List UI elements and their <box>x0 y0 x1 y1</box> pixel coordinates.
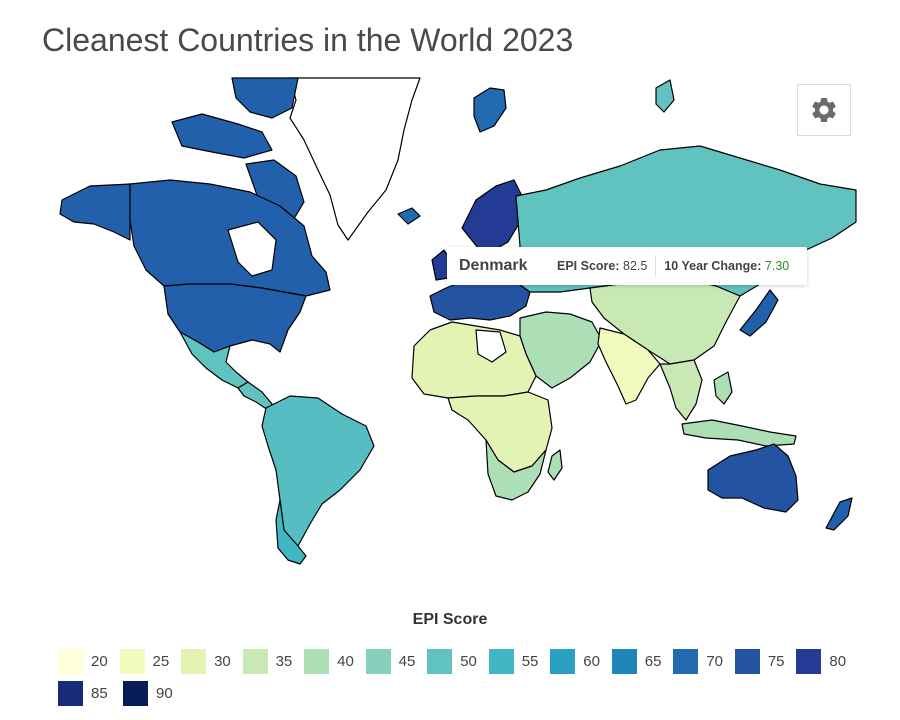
legend-item[interactable]: 65 <box>611 648 674 674</box>
country-canada-arctic[interactable] <box>231 77 299 119</box>
world-map <box>0 70 900 590</box>
legend-swatch <box>304 648 330 674</box>
country-scandinavia[interactable] <box>461 179 523 251</box>
tooltip-epi-score: EPI Score: 82.5 <box>557 259 647 273</box>
legend-label: 30 <box>214 652 231 670</box>
legend-label: 55 <box>521 652 539 670</box>
settings-button[interactable] <box>797 84 851 136</box>
country-mexico[interactable] <box>179 331 249 389</box>
tooltip-epi-label: EPI Score: <box>557 259 620 273</box>
country-japan[interactable] <box>739 289 779 337</box>
page-title: Cleanest Countries in the World 2023 <box>42 22 574 58</box>
legend-item[interactable]: 40 <box>304 648 366 674</box>
tooltip-change-label: 10 Year Change: <box>664 259 762 273</box>
tooltip-change-value: 7.30 <box>764 259 790 273</box>
legend-item[interactable]: 20 <box>58 648 120 674</box>
legend-label: 35 <box>275 652 293 670</box>
country-chile-argentina[interactable] <box>275 499 307 565</box>
legend-swatch <box>58 680 83 706</box>
tooltip-country-name: Denmark <box>459 257 528 274</box>
legend-label: 80 <box>829 652 847 670</box>
legend-label: 50 <box>460 652 477 670</box>
legend-title: EPI Score <box>412 611 488 628</box>
legend-swatch <box>611 648 637 674</box>
legend-swatch <box>796 648 822 674</box>
legend: 20 25 30 35 40 45 50 55 60 65 70 75 80 85 90 <box>58 648 858 712</box>
legend-item[interactable]: 45 <box>365 648 428 674</box>
country-southern-africa[interactable] <box>485 439 547 501</box>
legend-item[interactable]: 55 <box>488 648 551 674</box>
country-philippines[interactable] <box>713 371 733 405</box>
legend-item[interactable]: 60 <box>550 648 612 674</box>
tooltip-change: 10 Year Change: 7.30 <box>664 259 789 273</box>
country-iceland[interactable] <box>397 207 421 225</box>
country-india[interactable] <box>597 327 661 405</box>
legend-item[interactable]: 80 <box>796 648 858 674</box>
legend-swatch <box>58 648 83 674</box>
legend-label: 40 <box>337 652 354 670</box>
legend-swatch <box>488 648 514 674</box>
legend-item[interactable]: 90 <box>123 680 188 706</box>
country-australia[interactable] <box>707 443 799 513</box>
country-svalbard[interactable] <box>473 87 507 133</box>
legend-swatch <box>119 648 145 674</box>
legend-label: 60 <box>583 652 600 670</box>
legend-swatch <box>242 648 268 674</box>
country-libya[interactable] <box>475 329 507 363</box>
legend-swatch <box>365 648 391 674</box>
legend-item[interactable]: 25 <box>119 648 182 674</box>
legend-label: 65 <box>644 652 662 670</box>
country-canada-arctic[interactable] <box>171 113 273 159</box>
country-madagascar[interactable] <box>547 449 563 481</box>
country-north-africa[interactable] <box>411 321 537 399</box>
gear-icon <box>812 98 836 122</box>
country-central-america[interactable] <box>237 381 273 411</box>
country-greenland[interactable] <box>289 77 421 241</box>
legend-row: 20 25 30 35 40 45 50 55 60 65 70 75 80 <box>58 648 858 674</box>
tooltip-divider <box>655 255 657 277</box>
country-tooltip: Denmark EPI Score: 82.5 10 Year Change: … <box>447 247 807 285</box>
country-new-zealand[interactable] <box>825 497 853 531</box>
legend-swatch <box>550 648 576 674</box>
country-south-america[interactable] <box>261 395 375 553</box>
legend-item[interactable]: 75 <box>734 648 797 674</box>
legend-swatch <box>734 648 760 674</box>
legend-label: 45 <box>398 652 416 670</box>
legend-label: 85 <box>91 684 108 702</box>
legend-swatch <box>673 648 699 674</box>
legend-item[interactable]: 50 <box>427 648 489 674</box>
legend-item[interactable]: 70 <box>673 648 735 674</box>
legend-swatch <box>427 648 453 674</box>
legend-label: 90 <box>156 684 173 702</box>
legend-label: 75 <box>767 652 785 670</box>
legend-item[interactable]: 30 <box>181 648 243 674</box>
legend-label: 70 <box>706 652 723 670</box>
tooltip-epi-value: 82.5 <box>623 259 648 273</box>
country-russia[interactable] <box>655 79 675 113</box>
country-indonesia[interactable] <box>681 419 797 447</box>
legend-swatch <box>181 648 207 674</box>
country-central-africa[interactable] <box>447 391 553 473</box>
legend-swatch <box>123 680 148 706</box>
legend-label: 25 <box>152 652 170 670</box>
legend-label: 20 <box>91 652 108 670</box>
legend-item[interactable]: 85 <box>58 680 123 706</box>
country-usa-alaska[interactable] <box>59 183 131 241</box>
legend-item[interactable]: 35 <box>242 648 305 674</box>
legend-row: 85 90 <box>58 680 858 706</box>
country-southeast-asia[interactable] <box>659 359 703 421</box>
